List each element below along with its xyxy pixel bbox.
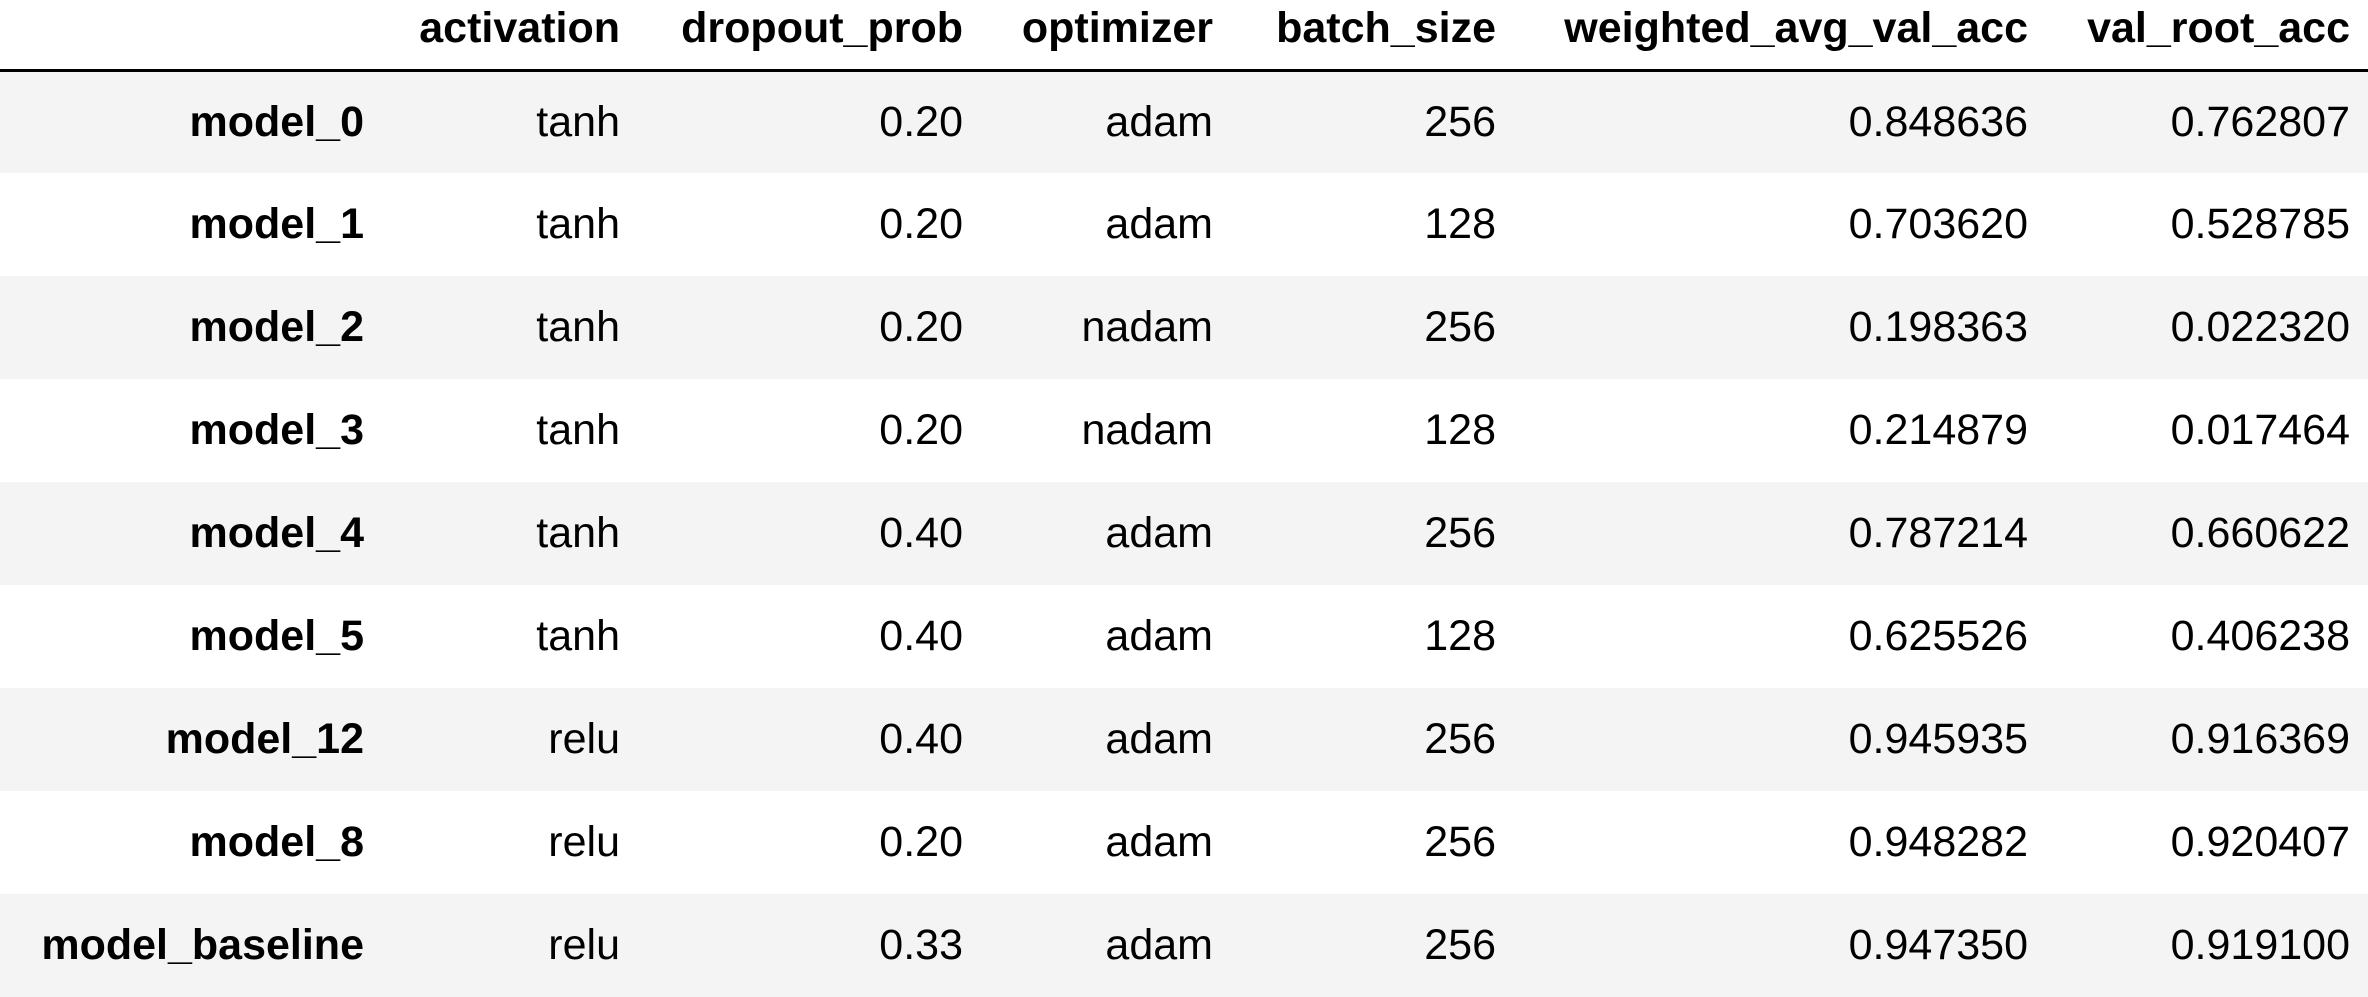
table-row: model_3 tanh 0.20 nadam 128 0.214879 0.017464 [0, 379, 2368, 482]
table-row: model_4 tanh 0.40 adam 256 0.787214 0.660622 [0, 482, 2368, 585]
row-index-label: model_12 [165, 715, 364, 763]
activation-cell: relu [548, 715, 620, 763]
table-row: model_0 tanh 0.20 adam 256 0.848636 0.762807 [0, 70, 2368, 173]
dropout-prob-cell: 0.20 [879, 303, 963, 351]
weighted-avg-val-acc-cell: 0.703620 [1848, 200, 2028, 248]
optimizer-cell: adam [1105, 818, 1213, 866]
row-index-label: model_1 [189, 200, 364, 248]
table-row: model_5 tanh 0.40 adam 128 0.625526 0.406238 [0, 585, 2368, 688]
val-root-acc-cell: 0.762807 [2170, 97, 2350, 146]
optimizer-cell: adam [1105, 509, 1213, 557]
weighted-avg-val-acc-cell: 0.848636 [1848, 97, 2028, 146]
row-index-label: model_4 [189, 509, 364, 557]
activation-cell: tanh [536, 612, 620, 660]
val-root-acc-cell: 0.022320 [2170, 303, 2350, 351]
weighted-avg-val-acc-cell: 0.948282 [1848, 818, 2028, 866]
optimizer-cell: adam [1105, 97, 1213, 146]
batch-size-cell: 256 [1424, 97, 1496, 146]
optimizer-cell: adam [1105, 200, 1213, 248]
header-row: activation dropout_prob optimizer batch_… [0, 0, 2368, 72]
dropout-prob-cell: 0.20 [879, 406, 963, 454]
optimizer-cell: adam [1105, 715, 1213, 763]
val-root-acc-cell: 0.916369 [2170, 715, 2350, 763]
weighted-avg-val-acc-cell: 0.787214 [1848, 509, 2028, 557]
dropout-prob-cell: 0.40 [879, 715, 963, 763]
table-row: model_8 relu 0.20 adam 256 0.948282 0.920407 [0, 791, 2368, 894]
weighted-avg-val-acc-cell: 0.945935 [1848, 715, 2028, 763]
header-batch-size: batch_size [1231, 0, 1514, 72]
header-val-root-acc: val_root_acc [2046, 0, 2368, 72]
val-root-acc-cell: 0.528785 [2170, 200, 2350, 248]
val-root-acc-cell: 0.017464 [2170, 406, 2350, 454]
batch-size-cell: 256 [1424, 921, 1496, 969]
batch-size-cell: 128 [1424, 200, 1496, 248]
dropout-prob-cell: 0.33 [879, 921, 963, 969]
val-root-acc-cell: 0.919100 [2170, 921, 2350, 969]
weighted-avg-val-acc-cell: 0.947350 [1848, 921, 2028, 969]
header-optimizer: optimizer [981, 0, 1231, 72]
table-row: model_2 tanh 0.20 nadam 256 0.198363 0.022320 [0, 276, 2368, 379]
batch-size-cell: 256 [1424, 303, 1496, 351]
activation-cell: relu [548, 921, 620, 969]
dropout-prob-cell: 0.20 [879, 97, 963, 146]
activation-cell: tanh [536, 303, 620, 351]
dropout-prob-cell: 0.20 [879, 200, 963, 248]
optimizer-cell: nadam [1081, 406, 1213, 454]
val-root-acc-cell: 0.406238 [2170, 612, 2350, 660]
table-row: model_baseline relu 0.33 adam 256 0.947350 0.9… [0, 894, 2368, 997]
batch-size-cell: 256 [1424, 509, 1496, 557]
optimizer-cell: adam [1105, 612, 1213, 660]
optimizer-cell: nadam [1081, 303, 1213, 351]
dropout-prob-cell: 0.20 [879, 818, 963, 866]
activation-cell: relu [548, 818, 620, 866]
row-index-label: model_0 [189, 97, 364, 146]
table-header: activation dropout_prob optimizer batch_… [0, 0, 2368, 72]
activation-cell: tanh [536, 509, 620, 557]
row-index-label: model_baseline [41, 921, 364, 969]
batch-size-cell: 256 [1424, 818, 1496, 866]
row-index-label: model_2 [189, 303, 364, 351]
activation-cell: tanh [536, 200, 620, 248]
activation-cell: tanh [536, 97, 620, 146]
activation-cell: tanh [536, 406, 620, 454]
header-dropout-prob: dropout_prob [638, 0, 981, 72]
weighted-avg-val-acc-cell: 0.214879 [1848, 406, 2028, 454]
weighted-avg-val-acc-cell: 0.625526 [1848, 612, 2028, 660]
optimizer-cell: adam [1105, 921, 1213, 969]
row-index-label: model_3 [189, 406, 364, 454]
row-index-label: model_8 [189, 818, 364, 866]
batch-size-cell: 128 [1424, 406, 1496, 454]
val-root-acc-cell: 0.660622 [2170, 509, 2350, 557]
dropout-prob-cell: 0.40 [879, 612, 963, 660]
row-index-label: model_5 [189, 612, 364, 660]
table-row: model_1 tanh 0.20 adam 128 0.703620 0.528785 [0, 173, 2368, 276]
weighted-avg-val-acc-cell: 0.198363 [1848, 303, 2028, 351]
table-body: model_0 tanh 0.20 adam 256 0.848636 0.762807 mo… [0, 70, 2368, 997]
dropout-prob-cell: 0.40 [879, 509, 963, 557]
table-row: model_12 relu 0.40 adam 256 0.945935 0.916369 [0, 688, 2368, 791]
val-root-acc-cell: 0.920407 [2170, 818, 2350, 866]
header-index [0, 0, 382, 72]
header-weighted-avg-val-acc: weighted_avg_val_acc [1514, 0, 2046, 72]
header-activation: activation [382, 0, 638, 72]
batch-size-cell: 128 [1424, 612, 1496, 660]
batch-size-cell: 256 [1424, 715, 1496, 763]
